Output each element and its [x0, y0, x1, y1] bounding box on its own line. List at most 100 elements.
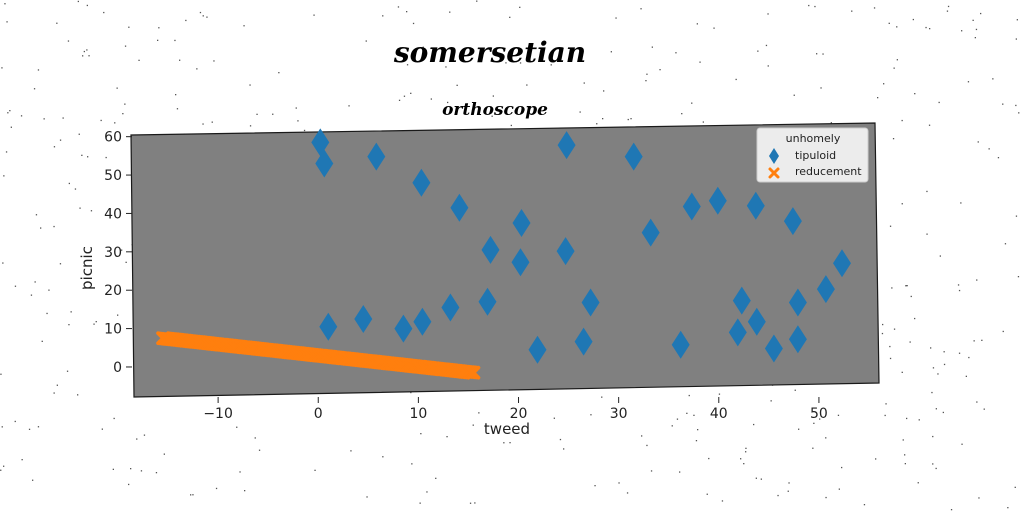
- speckle-dot: [893, 67, 895, 69]
- speckle-dot: [278, 72, 280, 74]
- speckle-dot: [444, 107, 446, 110]
- tipuloid-point: [319, 312, 338, 341]
- speckle-dot: [793, 94, 795, 96]
- speckle-dot: [140, 470, 143, 472]
- speckle-dot: [95, 321, 97, 323]
- speckle-dot: [509, 442, 511, 444]
- speckle-dot: [691, 102, 693, 104]
- speckle-dot: [1007, 507, 1009, 509]
- speckle-dot: [939, 255, 941, 257]
- speckle-dot: [124, 45, 127, 47]
- speckle-dot: [973, 340, 975, 342]
- speckle-dot: [760, 478, 762, 480]
- speckle-dot: [937, 373, 939, 375]
- speckle-dot: [594, 485, 596, 487]
- speckle-dot: [550, 64, 552, 66]
- x-axis-label: tweed: [484, 420, 530, 438]
- speckle-dot: [66, 370, 69, 372]
- speckle-dot: [914, 93, 916, 95]
- speckle-dot: [906, 417, 908, 420]
- tipuloid-point: [412, 168, 431, 197]
- speckle-dot: [820, 87, 822, 89]
- speckle-dot: [601, 396, 603, 398]
- speckle-dot: [314, 469, 316, 471]
- speckle-dot: [158, 27, 160, 29]
- speckle-dot: [105, 156, 107, 159]
- speckle-dot: [157, 39, 159, 41]
- speckle-dot: [757, 50, 759, 52]
- speckle-dot: [976, 401, 978, 403]
- speckle-dot: [896, 59, 898, 61]
- speckle-dot: [675, 52, 677, 54]
- tipuloid-point: [708, 186, 727, 215]
- tipuloid-point: [624, 142, 643, 171]
- speckle-dot: [659, 69, 661, 71]
- speckle-dot: [958, 289, 961, 292]
- speckle-dot: [946, 10, 949, 12]
- speckle-dot: [90, 210, 93, 212]
- speckle-dot: [121, 249, 123, 251]
- speckle-dot: [46, 312, 48, 315]
- speckle-dot: [272, 113, 274, 115]
- legend-title: unhomely: [786, 132, 841, 145]
- tipuloid-point: [394, 314, 413, 343]
- speckle-dot: [348, 105, 350, 107]
- speckle-dot: [978, 497, 980, 499]
- speckle-dot: [103, 11, 105, 14]
- speckle-dot: [192, 494, 194, 496]
- speckle-dot: [767, 13, 769, 15]
- speckle-dot: [410, 92, 412, 94]
- speckle-dot: [190, 494, 192, 496]
- speckle-dot: [2, 262, 4, 264]
- tipuloid-point: [511, 248, 530, 277]
- speckle-dot: [928, 124, 931, 126]
- speckle-dot: [891, 287, 893, 289]
- tipuloid-point: [367, 142, 386, 171]
- y-tick-label: 0: [113, 360, 122, 376]
- speckle-dot: [447, 101, 449, 104]
- speckle-dot: [1004, 243, 1007, 245]
- speckle-dot: [116, 87, 118, 89]
- legend-marker-reducement: [768, 167, 780, 179]
- speckle-dot: [199, 11, 202, 14]
- speckle-dot: [303, 129, 306, 132]
- speckle-dot: [476, 0, 478, 2]
- speckle-dot: [82, 55, 84, 57]
- speckle-dot: [519, 6, 521, 8]
- speckle-dot: [888, 22, 890, 24]
- speckle-dot: [950, 509, 953, 511]
- speckle-dot: [176, 108, 179, 110]
- legend-marker-tipuloid: [769, 148, 779, 164]
- speckle-dot: [175, 94, 177, 96]
- tipuloid-point: [833, 249, 851, 278]
- speckle-dot: [239, 471, 241, 473]
- speckle-dot: [59, 139, 62, 141]
- speckle-dot: [902, 439, 904, 441]
- speckle-dot: [798, 428, 800, 430]
- speckle-dot: [974, 37, 976, 39]
- speckle-dot: [174, 39, 176, 42]
- speckle-dot: [686, 412, 688, 414]
- speckle-dot: [904, 454, 906, 456]
- plot-area: [130, 122, 880, 398]
- tipuloid-point: [671, 330, 690, 359]
- speckle-dot: [37, 69, 40, 71]
- speckle-dot: [1014, 486, 1016, 488]
- speckle-dot: [410, 391, 412, 394]
- speckle-dot: [697, 429, 699, 431]
- speckle-dot: [472, 424, 474, 426]
- speckle-dot: [702, 121, 704, 123]
- chart-title: orthoscope: [442, 100, 548, 120]
- speckle-dot: [6, 21, 8, 23]
- speckle-dot: [68, 324, 70, 326]
- speckle-dot: [863, 504, 866, 506]
- speckle-dot: [918, 419, 920, 421]
- speckle-dot: [244, 490, 246, 492]
- tipuloid-point: [556, 237, 575, 266]
- speckle-dot: [618, 482, 620, 484]
- plot-data: [156, 128, 851, 380]
- legend-box: [756, 127, 869, 183]
- speckle-dot: [202, 123, 204, 125]
- speckle-dot: [794, 389, 796, 391]
- speckle-dot: [3, 465, 5, 467]
